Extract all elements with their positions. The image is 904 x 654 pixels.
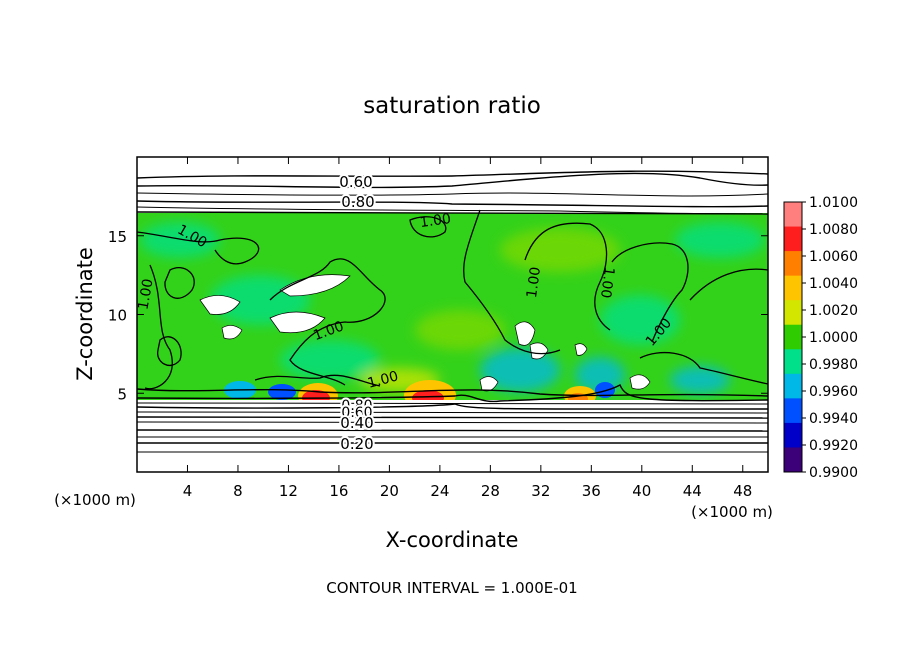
colorbar-label: 0.9940 [809, 411, 858, 427]
x-tick-label: 40 [632, 482, 651, 500]
contour-label-020: 0.20 [340, 435, 373, 453]
contour-label-100: 1.00 [135, 278, 156, 311]
contour-label-100: 1.00 [419, 211, 452, 231]
contour-label-040: 0.40 [340, 414, 373, 432]
colorbar-label: 0.9980 [809, 357, 858, 373]
colorbar-swatch [784, 398, 802, 424]
x-unit-label-right: (×1000 m) [691, 503, 773, 521]
x-tick-label: 36 [582, 482, 601, 500]
colorbar-swatch [784, 373, 802, 399]
x-tick-label: 12 [279, 482, 298, 500]
colorbar-label: 0.9920 [809, 438, 858, 454]
colorbar-swatch [784, 226, 802, 252]
colorbar-swatch [784, 202, 802, 228]
colorbar-swatch [784, 275, 802, 301]
x-tick-label: 28 [481, 482, 500, 500]
colorbar-label: 0.9960 [809, 384, 858, 400]
plot-area: 0.60 0.80 0.80 0.60 0.40 0.20 1.00 1.00 … [135, 157, 768, 472]
colorbar: 1.0100 1.0080 1.0060 1.0040 1.0020 1.0000 0.99… [783, 195, 858, 481]
colorbar-swatch [784, 447, 802, 473]
lower-clear-region [137, 400, 768, 472]
x-tick-label: 48 [733, 482, 752, 500]
contour-label-060-top: 0.60 [339, 173, 372, 191]
colorbar-label: 0.9900 [809, 465, 858, 481]
contour-label-080-low: 0.80 [341, 398, 372, 414]
colorbar-label: 1.0060 [809, 249, 858, 265]
x-tick-label: 32 [531, 482, 550, 500]
contour-label-100: 1.00 [524, 266, 544, 299]
colorbar-label: 1.0100 [809, 195, 858, 211]
y-tick-label: 10 [108, 307, 127, 325]
y-tick-label: 15 [108, 228, 127, 246]
x-tick-label: 24 [430, 482, 449, 500]
contour-label-060-low: 0.60 [341, 405, 372, 421]
colorbar-label: 1.0000 [809, 330, 858, 346]
colorbar-swatch [784, 349, 802, 375]
colorbar-swatch [784, 300, 802, 326]
x-tick-label: 8 [233, 482, 243, 500]
x-tick-label: 20 [380, 482, 399, 500]
x-axis-label: X-coordinate [386, 528, 519, 552]
x-tick-label: 4 [183, 482, 193, 500]
contour-label-100: 1.00 [597, 266, 617, 299]
contour-lines [137, 170, 768, 453]
unsaturated-patches [199, 274, 651, 392]
colorbar-label: 1.0020 [809, 303, 858, 319]
x-tick-label: 44 [683, 482, 702, 500]
contour-label-100: 1.00 [366, 368, 400, 392]
colorbar-swatch [784, 324, 802, 350]
upper-clear-region [137, 157, 768, 217]
y-axis-label: Z-coordinate [73, 247, 97, 381]
chart-title: saturation ratio [363, 93, 541, 119]
contour-label-080-top: 0.80 [341, 193, 374, 211]
x-unit-label: (×1000 m) [54, 491, 136, 509]
colorbar-swatch [784, 251, 802, 277]
colorbar-swatch [784, 422, 802, 448]
y-tick-label: 5 [117, 385, 127, 403]
colorbar-label: 1.0040 [809, 276, 858, 292]
contour-interval-note: CONTOUR INTERVAL = 1.000E-01 [326, 579, 577, 597]
x-tick-label: 16 [329, 482, 348, 500]
colorbar-label: 1.0080 [809, 222, 858, 238]
